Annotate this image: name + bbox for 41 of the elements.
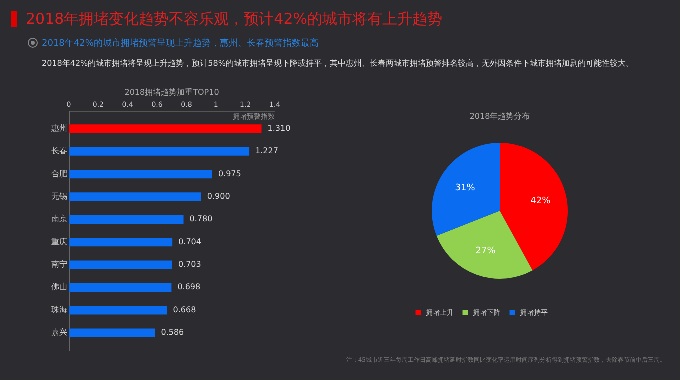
text: 2018年42%的城市拥堵预警呈现上升趋势，惠州、长春预警指数最高 (42, 38, 319, 50)
chart-title: 2018年趋势分布 (470, 112, 530, 121)
y-tick-label: 无锡 (52, 192, 68, 201)
y-tick-label: 合肥 (52, 169, 68, 178)
bar (69, 306, 168, 315)
text: 2018年拥堵变化趋势不容乐观，预计42%的城市将有上升趋势 (26, 10, 443, 29)
bar (69, 215, 184, 224)
bar (69, 170, 212, 179)
data-label: 0.703 (178, 260, 202, 270)
bar (69, 124, 262, 134)
data-label: 27% (476, 246, 496, 257)
data-label: 1.310 (268, 124, 291, 133)
y-tick-label: 南京 (52, 214, 68, 224)
data-label: 0.704 (178, 237, 202, 246)
bar (69, 260, 172, 270)
chart-title: 2018拥堵趋势加重TOP10 (124, 88, 220, 97)
y-tick-label: 珠海 (52, 305, 68, 314)
data-label: 0.975 (218, 169, 242, 178)
bar (69, 147, 250, 156)
pie-slice (500, 143, 568, 271)
data-label: 42% (530, 196, 552, 207)
bar (69, 192, 202, 202)
data-label: 0.780 (190, 214, 213, 224)
bar (69, 283, 172, 292)
data-label: 31% (455, 183, 476, 194)
y-tick-label: 嘉兴 (52, 328, 68, 338)
pie-slice (432, 143, 500, 236)
bar (69, 238, 173, 247)
data-label: 1.227 (256, 146, 278, 156)
y-tick-label: 重庆 (52, 237, 68, 246)
bar (69, 328, 156, 338)
data-label: 0.668 (173, 305, 196, 314)
y-tick-label: 佛山 (52, 282, 68, 292)
data-label: 0.900 (207, 192, 230, 201)
y-tick-label: 南宁 (52, 260, 68, 270)
text: 2018年42%的城市拥堵将呈现上升趋势，预计58%的城市拥堵呈现下降或持平，其中惠州、长春两城市拥堵预警排名较高，无外因条件下城市拥堵加剧的可能性较大。 (42, 58, 634, 69)
y-tick-label: 惠州 (50, 124, 68, 133)
data-label: 0.586 (161, 328, 184, 338)
data-label: 0.698 (178, 282, 201, 292)
pie-slice (436, 211, 533, 279)
y-tick-label: 长春 (52, 146, 68, 156)
